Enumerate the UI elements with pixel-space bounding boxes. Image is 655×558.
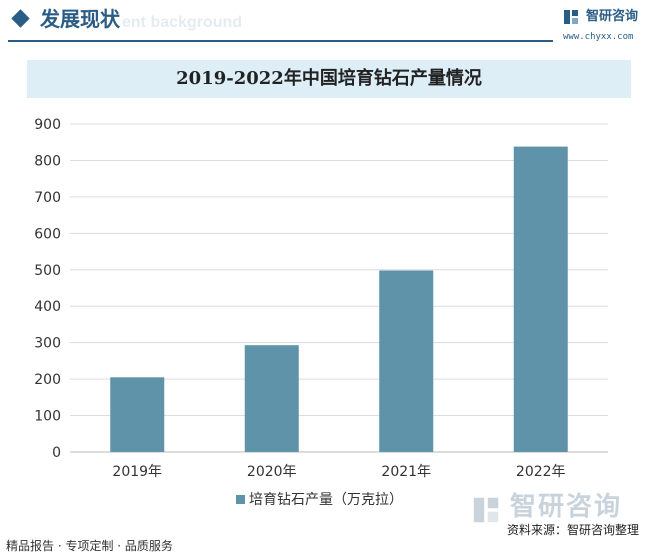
- y-tick-label: 400: [34, 299, 61, 315]
- y-tick-label: 0: [52, 445, 61, 461]
- y-tick-label: 900: [34, 117, 61, 133]
- chart-title-band: [27, 60, 631, 98]
- x-tick-label: 2021年: [381, 464, 431, 480]
- footer-tagline: 精品报告 · 专项定制 · 品质服务: [6, 539, 173, 553]
- source-text: 资料来源：智研咨询整理: [507, 523, 640, 537]
- brand-url: www.chyxx.com: [563, 32, 634, 42]
- x-tick-label: 2019年: [112, 464, 162, 480]
- y-tick-label: 100: [34, 409, 61, 425]
- x-tick-label: 2022年: [516, 464, 566, 480]
- y-tick-label: 300: [34, 336, 61, 352]
- x-tick-label: 2020年: [247, 464, 297, 480]
- bar: [513, 146, 568, 452]
- header-divider: [8, 40, 553, 42]
- y-tick-label: 500: [34, 263, 61, 279]
- y-tick-label: 800: [34, 153, 61, 169]
- bar: [244, 345, 299, 452]
- y-tick-label: 200: [34, 372, 61, 388]
- source-brand: 智研咨询: [510, 492, 623, 522]
- y-tick-label: 700: [34, 190, 61, 206]
- legend-swatch: [236, 495, 245, 504]
- brand-logo-icon: [564, 10, 578, 24]
- section-title: 发展现状: [40, 7, 120, 31]
- legend-label: 培育钻石产量（万克拉）: [249, 492, 403, 508]
- bar: [110, 377, 165, 452]
- header-bar: 发展现状 ent background 智研咨询 www.chyxx.com: [0, 0, 655, 44]
- y-tick-label: 600: [34, 226, 61, 242]
- bar: [379, 270, 434, 452]
- chart-title: 2019-2022年中国培育钻石产量情况: [176, 68, 482, 89]
- brand-name: 智研咨询: [586, 9, 639, 24]
- source-logo-icon: [473, 497, 499, 523]
- section-subtitle: ent background: [122, 14, 243, 31]
